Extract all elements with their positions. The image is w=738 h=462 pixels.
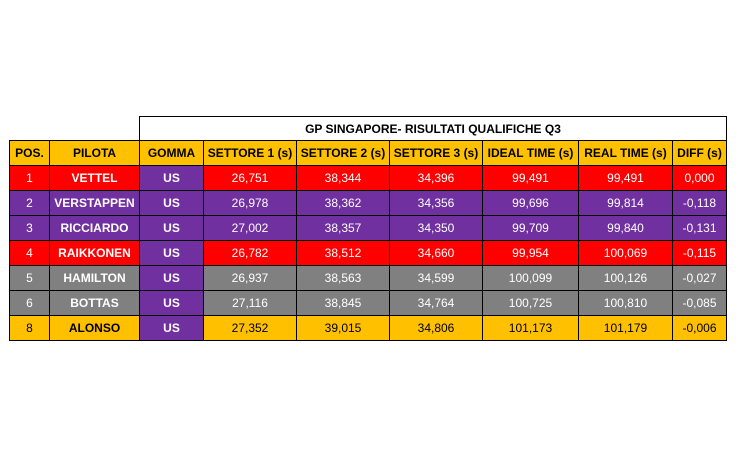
cell-gomma: US: [139, 240, 204, 266]
cell-diff: -0,115: [672, 240, 727, 266]
cell-ideal-time: 100,725: [482, 290, 579, 316]
cell-real-time: 100,810: [578, 290, 673, 316]
cell-real-time: 99,491: [578, 165, 673, 191]
cell-settore-3: 34,660: [389, 240, 483, 266]
cell-settore-3: 34,599: [389, 265, 483, 291]
cell-diff: -0,006: [672, 315, 727, 341]
cell-real-time: 99,840: [578, 215, 673, 241]
header-settore-2: SETTORE 2 (s): [296, 140, 390, 166]
cell-settore-2: 38,357: [296, 215, 390, 241]
cell-diff: -0,027: [672, 265, 727, 291]
cell-settore-2: 39,015: [296, 315, 390, 341]
cell-ideal-time: 99,709: [482, 215, 579, 241]
cell-settore-3: 34,806: [389, 315, 483, 341]
cell-diff: -0,118: [672, 190, 727, 216]
cell-diff: 0,000: [672, 165, 727, 191]
cell-settore-3: 34,350: [389, 215, 483, 241]
cell-gomma: US: [139, 165, 204, 191]
cell-gomma: US: [139, 290, 204, 316]
cell-pilota: VERSTAPPEN: [49, 190, 140, 216]
cell-settore-1: 26,782: [203, 240, 297, 266]
cell-pilota: ALONSO: [49, 315, 140, 341]
cell-real-time: 101,179: [578, 315, 673, 341]
cell-pos: 3: [9, 215, 50, 241]
cell-diff: -0,085: [672, 290, 727, 316]
cell-ideal-time: 99,954: [482, 240, 579, 266]
header-pilota: PILOTA: [49, 140, 140, 166]
header-ideal-time: IDEAL TIME (s): [482, 140, 579, 166]
cell-settore-1: 26,978: [203, 190, 297, 216]
cell-ideal-time: 99,696: [482, 190, 579, 216]
header-settore-1: SETTORE 1 (s): [203, 140, 297, 166]
table-row: 2 VERSTAPPEN US 26,978 38,362 34,356 99,696 99,…: [9, 190, 727, 216]
cell-gomma: US: [139, 315, 204, 341]
table-body: GP SINGAPORE- RISULTATI QUALIFICHE Q3 PO…: [9, 116, 727, 341]
header-gomma: GOMMA: [139, 140, 204, 166]
cell-real-time: 100,069: [578, 240, 673, 266]
table-row: 5 HAMILTON US 26,937 38,563 34,599 100,099 100,…: [9, 265, 727, 291]
table-row: 4 RAIKKONEN US 26,782 38,512 34,660 99,954 100,…: [9, 240, 727, 266]
cell-settore-2: 38,362: [296, 190, 390, 216]
cell-pilota: RICCIARDO: [49, 215, 140, 241]
header-real-time: REAL TIME (s): [578, 140, 673, 166]
table-row: 8 ALONSO US 27,352 39,015 34,806 101,173 101,17…: [9, 315, 727, 341]
header-row: POS. PILOTA GOMMA SETTORE 1 (s) SETTORE 2 (s…: [9, 140, 727, 166]
table-row: 1 VETTEL US 26,751 38,344 34,396 99,491 99,491 0…: [9, 165, 727, 191]
cell-pilota: BOTTAS: [49, 290, 140, 316]
title-row: GP SINGAPORE- RISULTATI QUALIFICHE Q3: [9, 116, 727, 141]
cell-pos: 5: [9, 265, 50, 291]
cell-ideal-time: 99,491: [482, 165, 579, 191]
header-pos: POS.: [9, 140, 50, 166]
header-settore-3: SETTORE 3 (s): [389, 140, 483, 166]
cell-pos: 4: [9, 240, 50, 266]
cell-ideal-time: 101,173: [482, 315, 579, 341]
cell-pilota: VETTEL: [49, 165, 140, 191]
results-table-container: GP SINGAPORE- RISULTATI QUALIFICHE Q3 PO…: [9, 116, 727, 341]
cell-settore-2: 38,512: [296, 240, 390, 266]
cell-pos: 6: [9, 290, 50, 316]
table-title: GP SINGAPORE- RISULTATI QUALIFICHE Q3: [139, 116, 727, 141]
cell-settore-1: 27,002: [203, 215, 297, 241]
table-row: 3 RICCIARDO US 27,002 38,357 34,350 99,709 99,8…: [9, 215, 727, 241]
cell-real-time: 100,126: [578, 265, 673, 291]
cell-settore-3: 34,356: [389, 190, 483, 216]
cell-settore-1: 27,352: [203, 315, 297, 341]
cell-settore-1: 26,937: [203, 265, 297, 291]
blank-corner: [9, 116, 140, 141]
cell-settore-2: 38,563: [296, 265, 390, 291]
cell-settore-1: 27,116: [203, 290, 297, 316]
cell-pos: 1: [9, 165, 50, 191]
qualifying-results-table: GP SINGAPORE- RISULTATI QUALIFICHE Q3 PO…: [9, 116, 727, 341]
cell-settore-2: 38,845: [296, 290, 390, 316]
cell-settore-3: 34,764: [389, 290, 483, 316]
cell-ideal-time: 100,099: [482, 265, 579, 291]
cell-pilota: HAMILTON: [49, 265, 140, 291]
cell-gomma: US: [139, 190, 204, 216]
cell-settore-3: 34,396: [389, 165, 483, 191]
header-diff: DIFF (s): [672, 140, 727, 166]
cell-settore-2: 38,344: [296, 165, 390, 191]
cell-gomma: US: [139, 265, 204, 291]
cell-real-time: 99,814: [578, 190, 673, 216]
cell-pos: 8: [9, 315, 50, 341]
table-row: 6 BOTTAS US 27,116 38,845 34,764 100,725 100,81…: [9, 290, 727, 316]
cell-gomma: US: [139, 215, 204, 241]
cell-settore-1: 26,751: [203, 165, 297, 191]
cell-pilota: RAIKKONEN: [49, 240, 140, 266]
cell-diff: -0,131: [672, 215, 727, 241]
cell-pos: 2: [9, 190, 50, 216]
